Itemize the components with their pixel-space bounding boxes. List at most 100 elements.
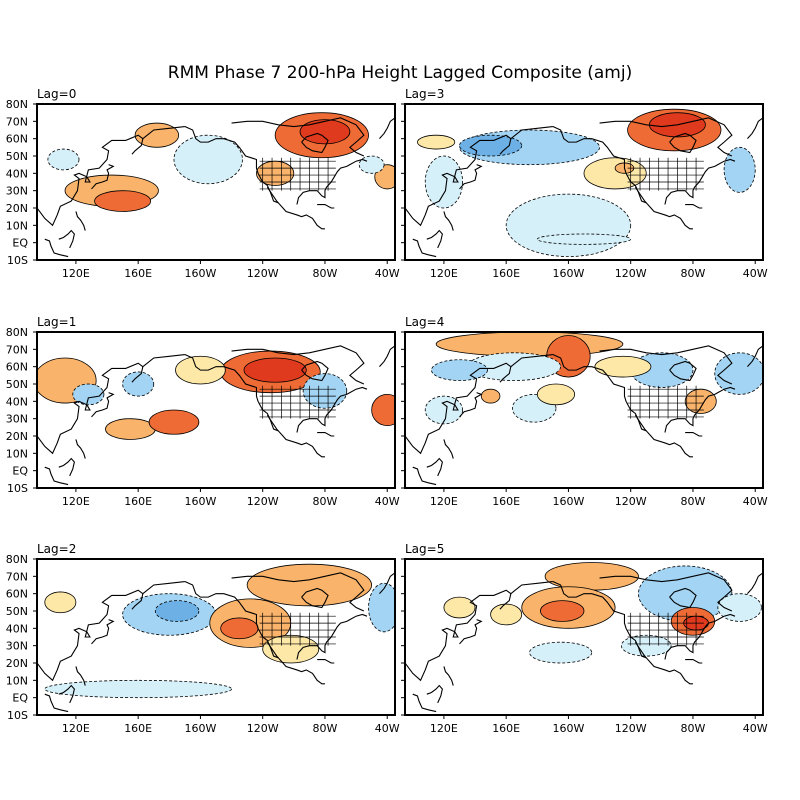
lon-tick-label: 160E <box>492 495 520 508</box>
coastline <box>317 431 335 437</box>
coastline <box>44 693 69 713</box>
coastline <box>379 117 395 140</box>
coastline <box>91 164 115 190</box>
coastline <box>669 587 697 609</box>
negative-anomaly <box>358 155 385 174</box>
coastline <box>747 572 763 595</box>
coastline <box>499 366 512 383</box>
panel-lag-2: Lag=2 80N 70N 60N 50N 40N 30N 20N 10N EQ 10S 120E 16… <box>6 542 400 735</box>
coastline <box>664 386 736 433</box>
lat-tick-label: EQ <box>12 465 28 478</box>
negative-anomaly <box>424 395 463 425</box>
lat-tick-label: 30N <box>6 640 28 653</box>
panel-lag-5: Lag=5 120E 160E 160W 120W 80W 40W <box>401 542 768 735</box>
lat-tick-label: 50N <box>6 150 28 163</box>
lat-tick-label: 60N <box>6 588 28 601</box>
coastline <box>75 666 86 686</box>
coastline <box>685 203 703 209</box>
lon-tick-label: 160E <box>492 722 520 735</box>
lat-tick-label: 20N <box>6 657 28 670</box>
negative-anomaly <box>368 582 395 633</box>
coastline <box>379 345 395 368</box>
lat-tick-label: 10N <box>6 219 28 232</box>
coastline <box>599 572 733 612</box>
coastline <box>747 345 763 368</box>
panel-lag-4: Lag=4 120E 160E 160W 120W 80W 40W <box>401 315 768 508</box>
lon-tick-label: 40W <box>375 722 400 735</box>
lon-tick-label: 120W <box>247 495 279 508</box>
map-frame <box>404 331 764 489</box>
coastline <box>75 211 86 231</box>
lon-tick-label: 160W <box>184 495 216 508</box>
lon-tick-label: 40W <box>743 267 768 280</box>
lon-tick-label: 80W <box>313 495 338 508</box>
panel-label: Lag=0 <box>37 87 76 101</box>
coastline <box>599 345 733 385</box>
coastline <box>412 466 437 486</box>
coastline <box>131 593 144 610</box>
coastline <box>634 641 647 659</box>
coastline <box>317 658 335 664</box>
coastline <box>296 386 368 433</box>
lon-tick-label: 120W <box>615 722 647 735</box>
lat-tick-label: 10N <box>6 674 28 687</box>
coastline <box>634 186 647 204</box>
lon-tick-label: 160W <box>184 722 216 735</box>
panel-label: Lag=3 <box>405 87 444 101</box>
lon-tick-label: 160E <box>124 722 152 735</box>
coastline <box>426 684 443 704</box>
lat-tick-label: EQ <box>12 237 28 250</box>
positive-anomaly <box>243 357 307 383</box>
lon-tick-label: 160W <box>552 267 584 280</box>
coastline <box>499 138 512 155</box>
lat-tick-label: 50N <box>6 378 28 391</box>
coastline <box>37 353 185 455</box>
coastline <box>412 693 437 713</box>
coastline <box>75 439 86 459</box>
coastline <box>296 613 368 660</box>
lat-tick-label: 40N <box>6 395 28 408</box>
lon-tick-label: 80W <box>313 267 338 280</box>
lat-tick-label: 80N <box>6 98 28 111</box>
coastline <box>405 125 553 227</box>
lon-tick-label: 80W <box>681 722 706 735</box>
negative-anomaly <box>122 371 155 397</box>
panel-lag-0: Lag=0 80N 70N 60N 50N 40N 30N 20N 10N EQ 10S 120E 16… <box>6 87 400 280</box>
negative-anomaly <box>173 134 243 185</box>
coastline <box>405 353 553 455</box>
lon-tick-label: 120E <box>62 267 90 280</box>
lat-tick-label: EQ <box>12 692 28 705</box>
positive-anomaly <box>94 190 152 212</box>
map-frame <box>36 558 396 716</box>
lat-tick-label: 80N <box>6 326 28 339</box>
coastline <box>301 360 329 382</box>
coastline <box>499 593 512 610</box>
panel-lag-3: Lag=3 120E 160E 160W 120W 80W 40W <box>401 87 768 280</box>
negative-anomaly <box>431 359 488 381</box>
panel-label: Lag=5 <box>405 542 444 556</box>
coastline <box>301 587 329 609</box>
positive-anomaly <box>480 388 501 404</box>
lon-tick-label: 40W <box>375 267 400 280</box>
lon-tick-label: 120W <box>615 495 647 508</box>
map-frame <box>404 558 764 716</box>
negative-anomaly <box>714 352 763 395</box>
coastline <box>91 392 115 418</box>
negative-anomaly <box>154 600 200 622</box>
positive-anomaly <box>148 409 200 435</box>
negative-anomaly <box>536 233 632 245</box>
lon-tick-label: 80W <box>681 495 706 508</box>
positive-anomaly <box>490 603 523 626</box>
lat-tick-label: 60N <box>6 361 28 374</box>
coastline <box>685 431 703 437</box>
lon-tick-label: 40W <box>375 495 400 508</box>
lon-tick-label: 120W <box>247 267 279 280</box>
coastline <box>231 572 365 612</box>
lon-tick-label: 120W <box>247 722 279 735</box>
positive-anomaly <box>134 122 180 148</box>
coastline <box>664 158 736 205</box>
lat-tick-label: 70N <box>6 570 28 583</box>
lon-tick-label: 120E <box>430 267 458 280</box>
coastline <box>301 132 329 154</box>
